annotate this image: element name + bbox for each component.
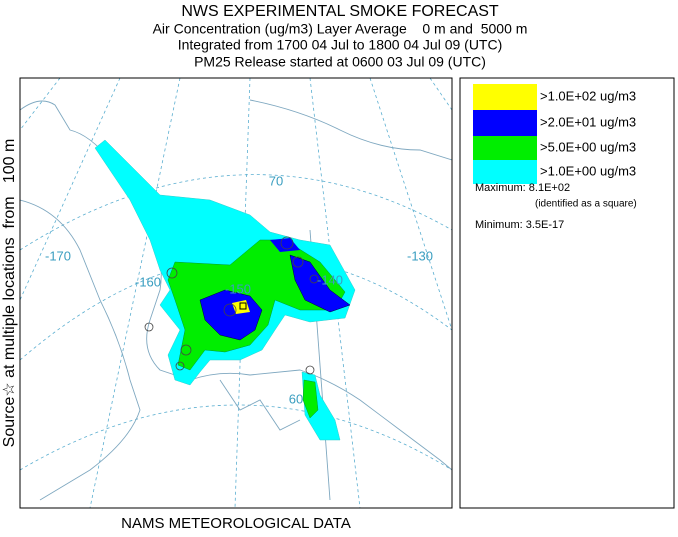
legend-label: >1.0E+00 ug/m3 <box>540 163 636 178</box>
source-markers <box>144 236 319 375</box>
legend-minimum: Minimum: 3.5E-17 <box>475 219 564 231</box>
subtitle: Air Concentration (ug/m3) Layer Average … <box>153 21 528 37</box>
legend-label: >5.0E+00 ug/m3 <box>540 139 636 154</box>
map-label: -170 <box>45 248 71 263</box>
legend-maximum-note: (identified as a square) <box>535 199 637 210</box>
subtitle: PM25 Release started at 0600 03 Jul 09 (… <box>194 54 486 70</box>
legend-label: >2.0E+01 ug/m3 <box>540 114 636 129</box>
map-label: 60 <box>289 391 303 406</box>
graticule <box>20 78 452 508</box>
maximum-square <box>239 302 247 310</box>
subtitle: Integrated from 1700 04 Jul to 1800 04 J… <box>178 37 503 53</box>
map-label: 70 <box>269 173 283 188</box>
legend-swatch <box>473 136 537 160</box>
legend: >1.0E+02 ug/m3 >2.0E+01 ug/m3 >5.0E+00 ug/… <box>459 77 675 509</box>
side-label: Source☆ at multiple locations from 100 m <box>1 139 18 448</box>
legend-maximum: Maximum: 8.1E+02 <box>475 182 570 194</box>
legend-frame <box>459 77 675 509</box>
title: NWS EXPERIMENTAL SMOKE FORECAST <box>181 3 499 20</box>
legend-swatch <box>473 160 537 184</box>
legend-swatch <box>473 110 537 136</box>
map: -170 -160 -150 -140 -130 70 60 <box>19 77 453 509</box>
smoke-plume <box>94 139 356 441</box>
map-label: -140 <box>317 272 343 287</box>
map-label: -160 <box>135 274 161 289</box>
map-label: -130 <box>407 248 433 263</box>
map-frame <box>19 77 453 509</box>
map-label: -150 <box>225 281 251 296</box>
footer: NAMS METEOROLOGICAL DATA <box>121 515 351 532</box>
legend-label: >1.0E+02 ug/m3 <box>540 88 636 103</box>
legend-swatch <box>473 84 537 110</box>
